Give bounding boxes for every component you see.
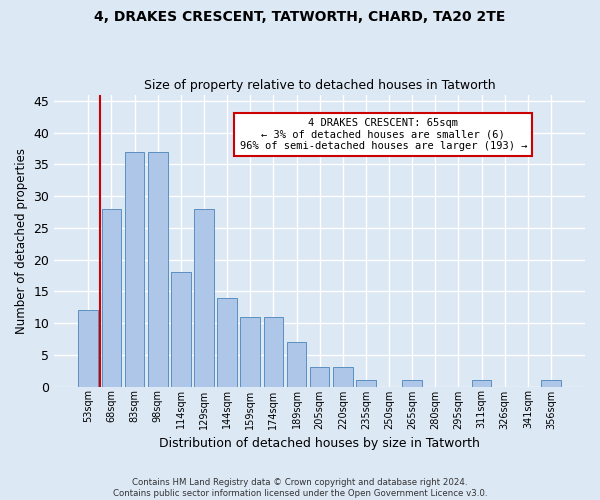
Bar: [194, 209, 214, 386]
Bar: [310, 368, 329, 386]
Title: Size of property relative to detached houses in Tatworth: Size of property relative to detached ho…: [144, 79, 496, 92]
Bar: [403, 380, 422, 386]
Bar: [171, 272, 191, 386]
Bar: [125, 152, 145, 386]
Bar: [333, 368, 353, 386]
Bar: [217, 298, 237, 386]
Bar: [263, 316, 283, 386]
Bar: [101, 209, 121, 386]
Bar: [148, 152, 167, 386]
Text: Contains HM Land Registry data © Crown copyright and database right 2024.
Contai: Contains HM Land Registry data © Crown c…: [113, 478, 487, 498]
Bar: [472, 380, 491, 386]
Text: 4, DRAKES CRESCENT, TATWORTH, CHARD, TA20 2TE: 4, DRAKES CRESCENT, TATWORTH, CHARD, TA2…: [94, 10, 506, 24]
X-axis label: Distribution of detached houses by size in Tatworth: Distribution of detached houses by size …: [159, 437, 480, 450]
Text: 4 DRAKES CRESCENT: 65sqm
← 3% of detached houses are smaller (6)
96% of semi-det: 4 DRAKES CRESCENT: 65sqm ← 3% of detache…: [239, 118, 527, 151]
Bar: [356, 380, 376, 386]
Bar: [287, 342, 307, 386]
Bar: [241, 316, 260, 386]
Bar: [541, 380, 561, 386]
Y-axis label: Number of detached properties: Number of detached properties: [15, 148, 28, 334]
Bar: [79, 310, 98, 386]
